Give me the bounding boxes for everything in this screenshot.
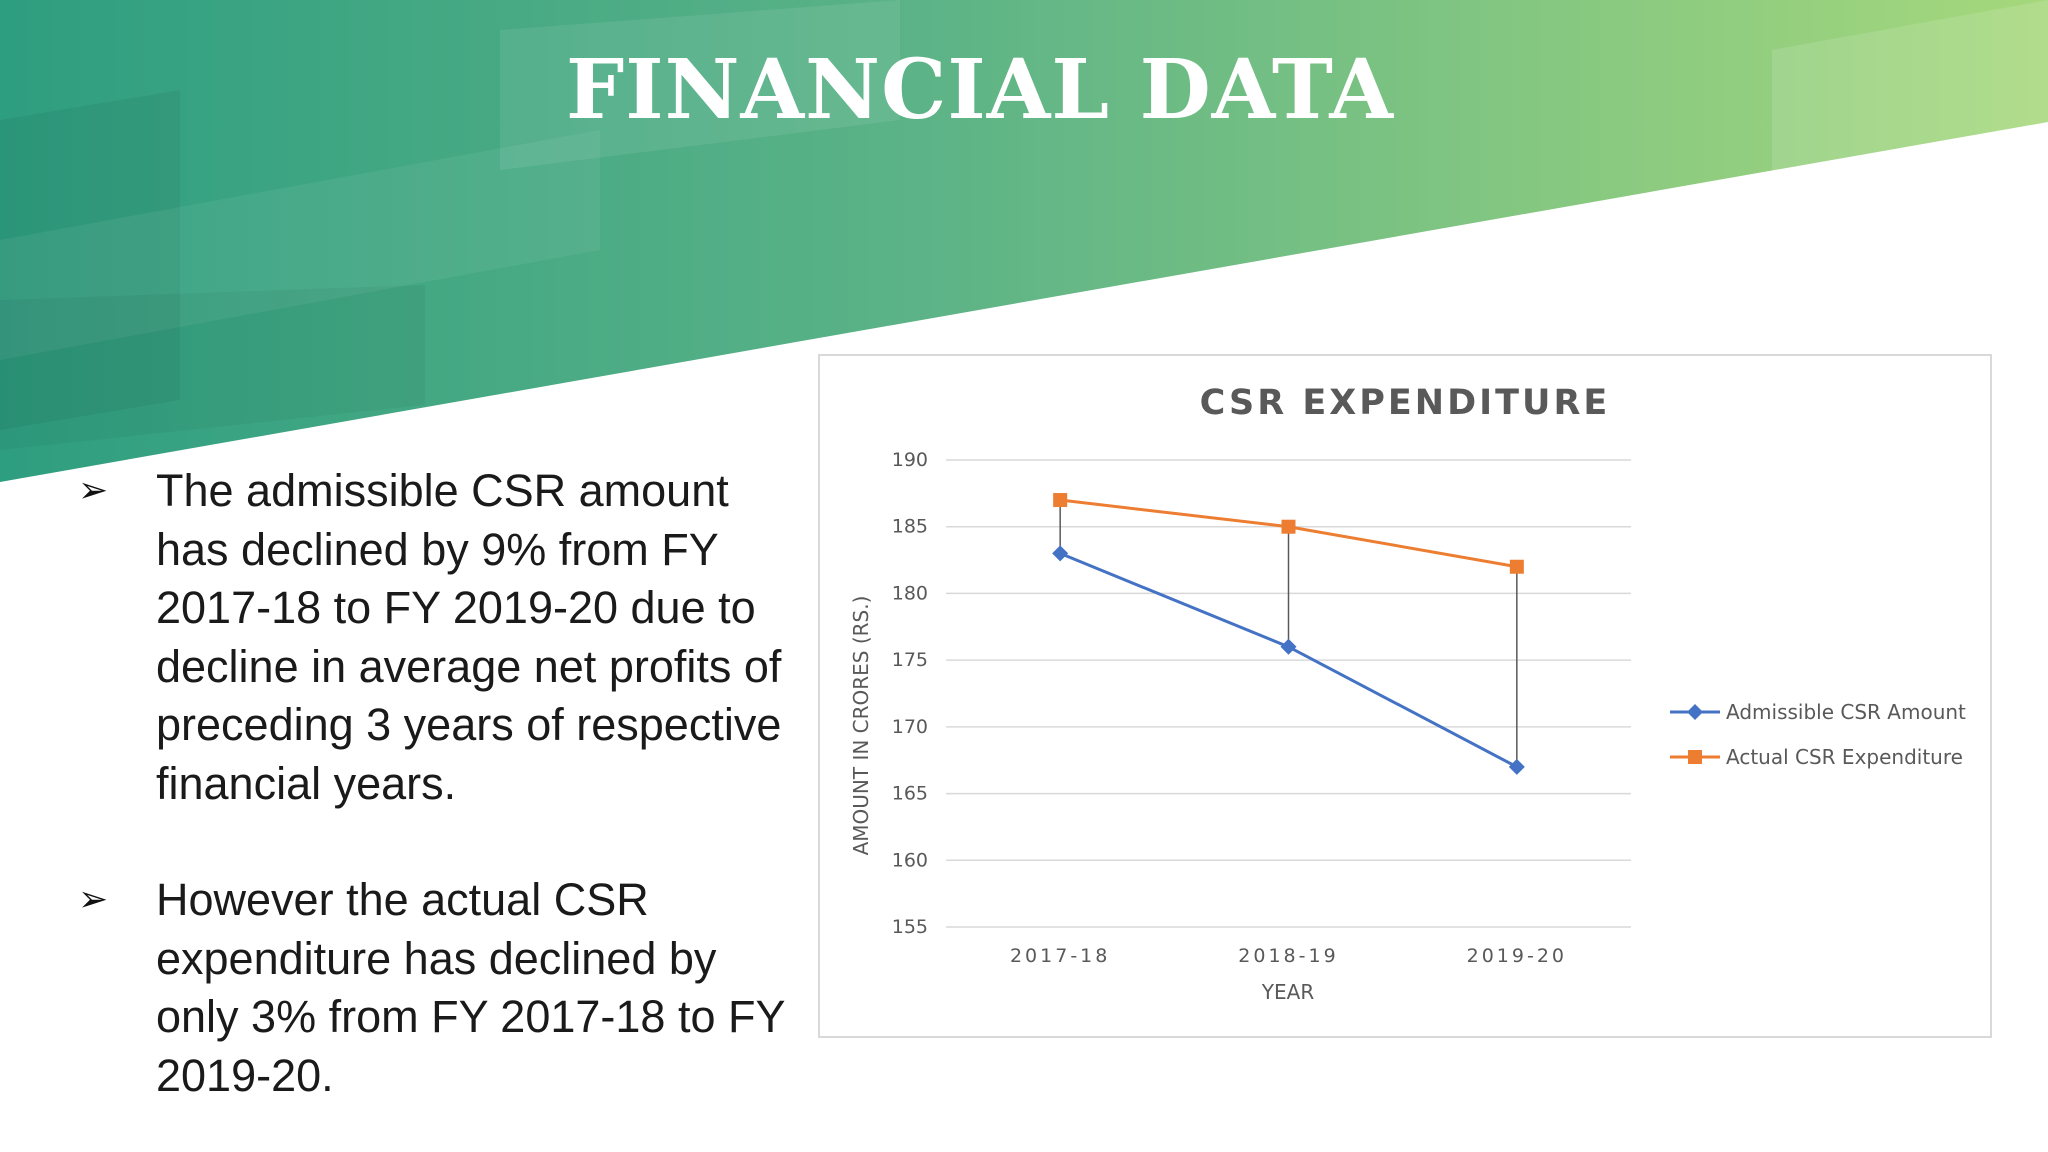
csr-expenditure-chart: CSR EXPENDITURE 155 160 165 170 175 180 185 190 2… (849, 383, 1966, 1004)
y-tick-label: 185 (892, 516, 928, 538)
legend-label: Admissible CSR Amount (1726, 700, 1966, 724)
x-tick-label: 2018-19 (1238, 945, 1338, 967)
y-tick-label: 165 (892, 783, 928, 805)
legend-marker (1688, 750, 1702, 764)
bullet-item: ➢ The admissible CSR amount has declined… (78, 462, 798, 813)
y-tick-label: 175 (892, 649, 928, 671)
bullet-text: However the actual CSR expenditure has d… (156, 874, 785, 1101)
y-tick-label: 155 (892, 916, 928, 938)
y-tick-label: 190 (892, 449, 928, 471)
y-tick-label: 180 (892, 582, 928, 604)
chart-title: CSR EXPENDITURE (1200, 383, 1611, 423)
arrow-bullet-icon: ➢ (78, 879, 109, 920)
slide-title: FINANCIAL DATA (566, 42, 1394, 138)
chart-frame (818, 354, 1992, 1038)
data-point (1281, 519, 1296, 534)
data-point (1053, 493, 1068, 508)
arrow-bullet-icon: ➢ (78, 470, 109, 511)
legend-marker (1687, 704, 1703, 720)
data-point (1508, 758, 1525, 775)
x-tick-label: 2019-20 (1467, 945, 1567, 967)
y-tick-label: 170 (892, 716, 928, 738)
bullet-text: The admissible CSR amount has declined b… (156, 465, 782, 809)
data-point (1280, 638, 1297, 655)
bullet-list: ➢ The admissible CSR amount has declined… (78, 462, 798, 1105)
x-axis-label: YEAR (1261, 980, 1315, 1004)
legend-label: Actual CSR Expenditure (1726, 745, 1963, 769)
y-axis-label: AMOUNT IN CRORES (RS.) (849, 596, 873, 856)
bullet-item: ➢ However the actual CSR expenditure has… (78, 871, 798, 1105)
x-tick-label: 2017-18 (1010, 945, 1110, 967)
data-point (1052, 545, 1069, 562)
data-point (1509, 559, 1524, 574)
y-tick-label: 160 (892, 849, 928, 871)
